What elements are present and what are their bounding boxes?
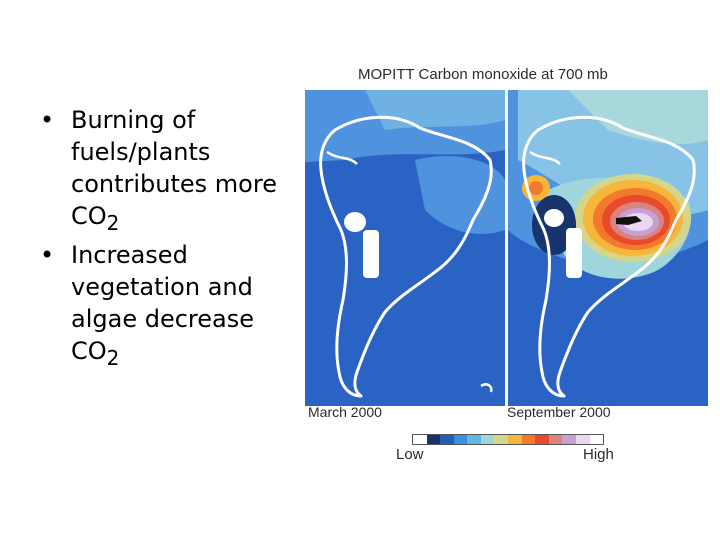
march-map-image [305, 90, 505, 406]
color-scale-swatch [453, 435, 468, 444]
bullet-subscript: 2 [106, 345, 120, 370]
bullet-item: Burning of fuels/plants contributes more… [40, 104, 290, 239]
legend-low-label: Low [396, 446, 424, 463]
color-scale-swatch [508, 435, 522, 444]
color-scale-swatch [440, 435, 454, 444]
bullet-text: Burning of fuels/plants contributes more… [71, 106, 277, 230]
color-scale-swatch [413, 435, 427, 444]
march-label: March 2000 [308, 404, 382, 420]
color-scale-swatch [589, 435, 604, 444]
bullet-text: Increased vegetation and algae decrease … [71, 240, 254, 365]
bullet-subscript: 2 [106, 210, 120, 235]
march-2000-map [305, 90, 505, 406]
co-map-figure: MOPITT Carbon monoxide at 700 mb [300, 62, 708, 472]
color-scale-swatch [548, 435, 563, 444]
color-scale-swatch [521, 435, 536, 444]
september-map-image [508, 90, 708, 406]
bullet-item: Increased vegetation and algae decrease … [40, 239, 290, 374]
september-2000-map [508, 90, 708, 406]
bullet-list: Burning of fuels/plants contributes more… [40, 104, 290, 374]
color-scale-bar [412, 434, 604, 445]
color-scale-swatch [575, 435, 590, 444]
color-scale-swatch [562, 435, 576, 444]
color-scale-swatch [480, 435, 495, 444]
figure-title: MOPITT Carbon monoxide at 700 mb [358, 66, 608, 83]
color-scale-swatch [467, 435, 481, 444]
september-label: September 2000 [507, 404, 611, 420]
color-scale-swatch [494, 435, 509, 444]
legend-high-label: High [583, 446, 614, 463]
color-scale-swatch [426, 435, 441, 444]
color-scale-swatch [535, 435, 549, 444]
